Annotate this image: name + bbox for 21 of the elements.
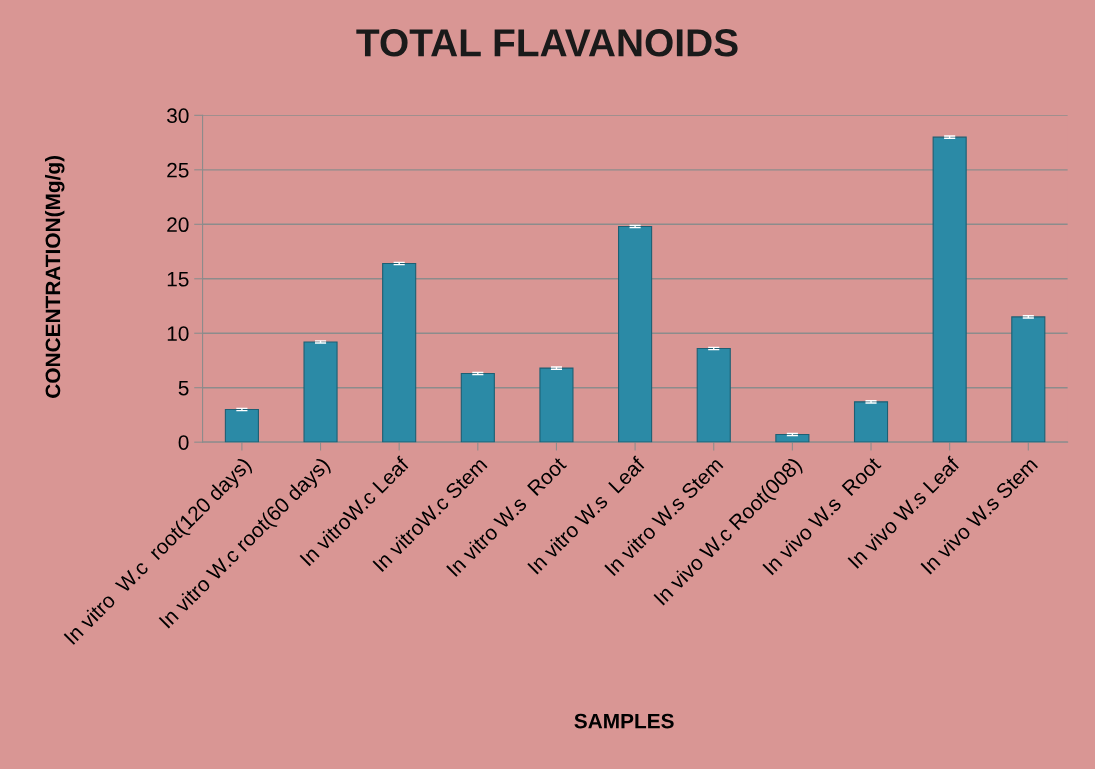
bar (618, 225, 653, 443)
x-axis-title: SAMPLES (574, 713, 674, 729)
y-tick-label: 25 (167, 162, 189, 178)
bar (460, 372, 495, 443)
bar (1011, 316, 1046, 443)
bar (853, 401, 889, 443)
y-tick-label: 30 (167, 108, 189, 124)
bar (303, 341, 338, 443)
y-tick-label: 5 (178, 380, 189, 396)
y-tick-label: 15 (167, 271, 189, 287)
bar (539, 367, 574, 443)
bar (696, 347, 731, 443)
chart-title: TOTAL FLAVANOIDS (356, 29, 738, 57)
y-tick-label: 10 (167, 326, 189, 341)
y-axis-title: CONCENTRATION(Mg/g) (44, 155, 65, 398)
bar (224, 408, 259, 443)
y-tick-label: 20 (167, 217, 189, 233)
y-tick-label: 0 (178, 435, 189, 450)
bar (775, 433, 810, 443)
bar (382, 262, 417, 443)
bar (932, 136, 967, 443)
